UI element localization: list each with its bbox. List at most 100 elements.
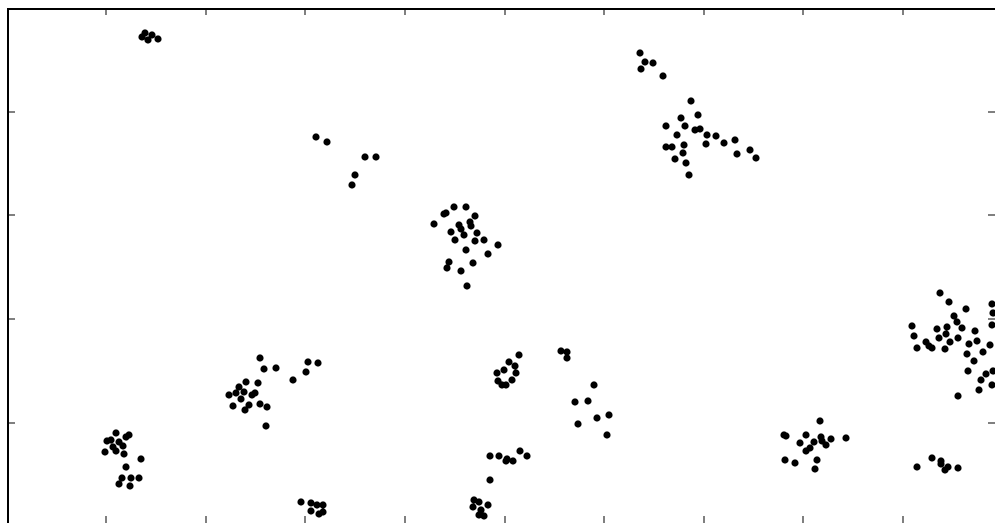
data-point xyxy=(659,72,667,80)
data-point xyxy=(571,398,579,406)
data-point xyxy=(677,114,685,122)
data-point xyxy=(712,132,720,140)
data-point xyxy=(135,474,143,482)
data-point xyxy=(118,474,126,482)
data-point xyxy=(964,367,972,375)
data-point xyxy=(237,395,245,403)
data-point xyxy=(935,334,943,342)
data-point xyxy=(702,140,710,148)
data-point xyxy=(122,463,130,471)
data-point xyxy=(913,463,921,471)
data-point xyxy=(512,369,520,377)
data-point xyxy=(466,218,474,226)
data-point xyxy=(101,448,109,456)
data-point xyxy=(971,327,979,335)
data-point xyxy=(502,457,510,465)
data-point xyxy=(681,122,689,130)
data-point xyxy=(720,139,728,147)
data-point xyxy=(593,414,601,422)
data-point xyxy=(791,459,799,467)
data-point xyxy=(315,510,323,518)
data-point xyxy=(822,441,830,449)
data-point xyxy=(662,122,670,130)
data-point xyxy=(480,236,488,244)
data-point xyxy=(933,325,941,333)
data-point xyxy=(605,411,613,419)
data-point xyxy=(810,438,818,446)
data-point xyxy=(802,431,810,439)
data-point xyxy=(977,376,985,384)
data-point xyxy=(484,250,492,258)
data-point xyxy=(523,452,531,460)
data-point xyxy=(297,498,305,506)
data-point xyxy=(509,457,517,465)
data-point xyxy=(731,136,739,144)
data-point xyxy=(511,362,519,370)
data-point xyxy=(241,406,249,414)
data-point xyxy=(816,417,824,425)
data-point xyxy=(680,141,688,149)
data-point xyxy=(937,460,945,468)
data-point xyxy=(557,347,565,355)
data-point xyxy=(245,401,253,409)
data-point xyxy=(312,133,320,141)
data-point xyxy=(242,378,250,386)
data-point xyxy=(272,364,280,372)
data-point xyxy=(469,259,477,267)
data-point xyxy=(590,381,598,389)
data-point xyxy=(263,403,271,411)
data-point xyxy=(516,447,524,455)
data-point xyxy=(462,246,470,254)
data-point xyxy=(679,149,687,157)
data-point xyxy=(913,344,921,352)
data-point xyxy=(119,442,127,450)
data-point xyxy=(451,236,459,244)
data-point xyxy=(703,131,711,139)
data-point xyxy=(248,391,256,399)
data-point xyxy=(302,368,310,376)
data-point xyxy=(463,282,471,290)
data-point xyxy=(942,330,950,338)
data-point xyxy=(120,450,128,458)
data-point xyxy=(475,498,483,506)
data-point xyxy=(348,181,356,189)
data-point xyxy=(442,209,450,217)
data-point xyxy=(811,465,819,473)
data-point xyxy=(319,501,327,509)
data-point xyxy=(473,229,481,237)
data-point xyxy=(782,432,790,440)
data-point xyxy=(673,131,681,139)
data-point xyxy=(486,476,494,484)
data-point xyxy=(232,389,240,397)
data-point xyxy=(361,153,369,161)
data-point xyxy=(970,357,978,365)
data-point xyxy=(637,65,645,73)
data-point xyxy=(746,146,754,154)
data-point xyxy=(137,455,145,463)
data-point xyxy=(493,369,501,377)
data-point xyxy=(112,447,120,455)
data-point xyxy=(144,36,152,44)
data-point xyxy=(450,203,458,211)
data-point xyxy=(941,466,949,474)
data-point xyxy=(694,111,702,119)
data-point xyxy=(649,59,657,67)
data-point xyxy=(225,391,233,399)
data-point xyxy=(563,348,571,356)
data-point xyxy=(484,501,492,509)
data-point xyxy=(989,367,995,375)
data-point xyxy=(256,354,264,362)
data-point xyxy=(988,321,995,329)
data-point xyxy=(636,49,644,57)
data-point xyxy=(313,501,321,509)
data-point xyxy=(127,474,135,482)
data-point xyxy=(988,381,995,389)
data-point xyxy=(827,435,835,443)
data-point xyxy=(958,324,966,332)
data-point xyxy=(304,358,312,366)
data-point xyxy=(351,171,359,179)
data-point xyxy=(943,323,951,331)
data-point xyxy=(430,220,438,228)
data-point xyxy=(685,171,693,179)
